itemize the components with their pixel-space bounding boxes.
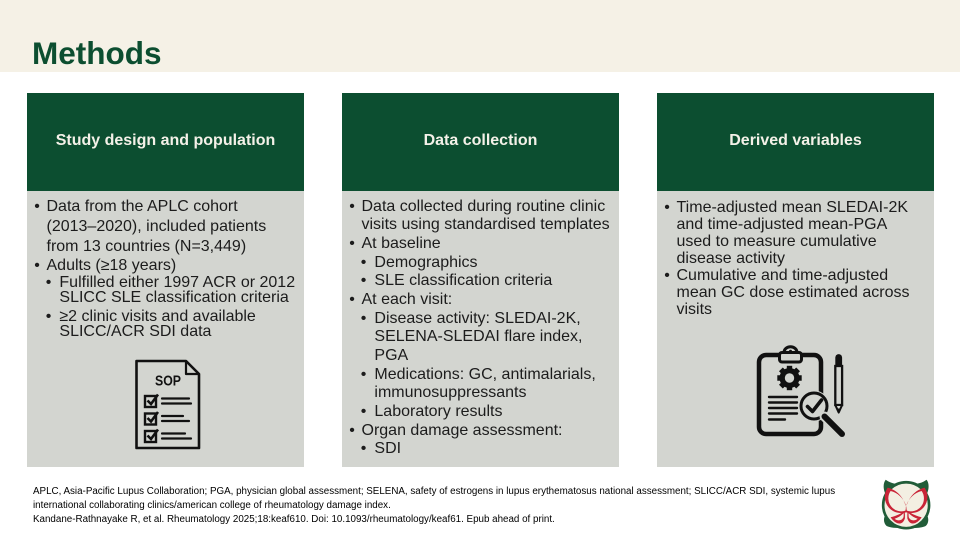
svg-text:SOP: SOP: [155, 373, 181, 390]
